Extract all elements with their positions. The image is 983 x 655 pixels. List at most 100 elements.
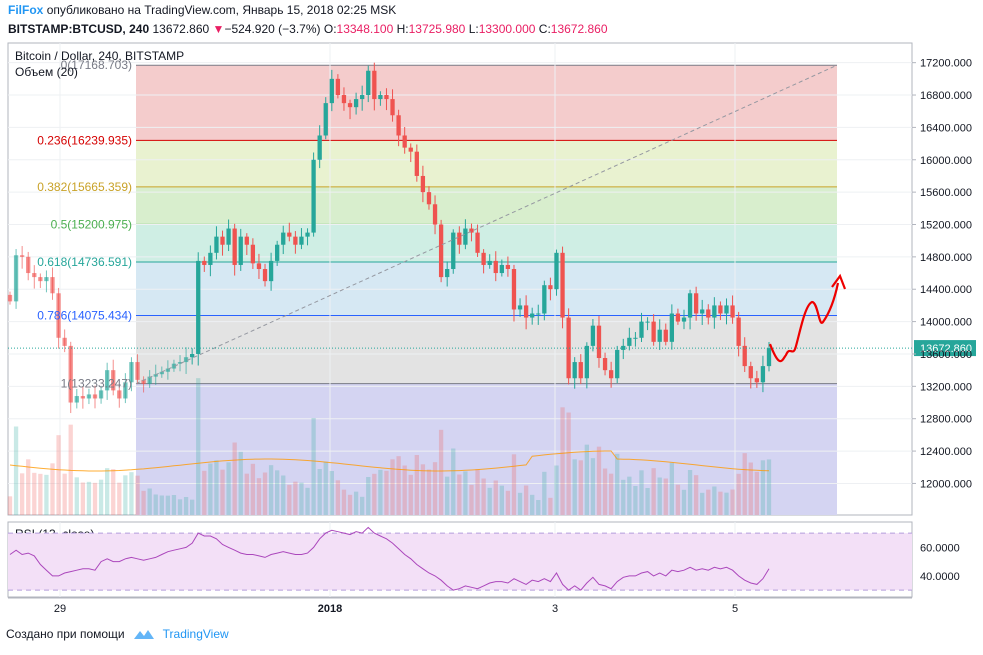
price-chart[interactable]: 0(17168.703) 0.236(16239.935) 0.382(15665.… [0,40,983,620]
x-tick-label: 29 [54,603,66,615]
fib-zone [136,140,837,187]
volume-bar [141,490,146,515]
last-price: 13672.860 [152,22,210,36]
candle-body [38,277,43,282]
volume-bar [687,470,693,515]
candle-body [26,256,31,274]
candle-body [523,305,529,318]
candle-body [117,390,122,399]
volume-bar [335,480,341,515]
volume-bar [183,497,189,515]
volume-bar [402,465,407,515]
candle-body [633,337,638,339]
candle-body [463,228,468,245]
volume-bar [32,472,37,515]
volume-bar [693,475,699,515]
candle-body [596,325,602,359]
candle-body [693,293,699,314]
candle-body [123,382,128,399]
volume-bar [262,472,268,515]
candle-body [353,99,359,108]
volume-ma-line [9,450,770,472]
volume-bar [98,479,104,515]
candle-body [244,236,249,245]
candle-body [402,135,407,148]
volume-bar [602,468,608,515]
candle-body [408,147,413,152]
forecast-arrow-icon [831,273,847,290]
y-tick-label: 16400.000 [920,122,972,134]
candle-body [760,366,766,383]
candle-body [98,390,104,399]
candle-body [208,252,213,265]
candle-body [736,317,741,346]
tradingview-link[interactable]: TradingView [162,627,229,641]
last-price-badge-text: 13672.860 [920,343,972,355]
candle-body [268,260,274,282]
candle-body [457,232,462,245]
volume-bar [712,486,717,515]
candle-body [183,357,189,363]
volume-bar [135,475,140,515]
y-tick-label: 16000.000 [920,155,972,167]
volume-bar [517,492,523,515]
volume-bar [86,481,92,515]
candle-body [469,228,474,233]
footer: Создано при помощи TradingView [6,627,229,641]
volume-bar [572,459,577,515]
candle-body [493,260,498,274]
volume-bar [366,477,371,515]
fib-label: 0(17168.703) [61,58,132,72]
volume-bar [396,456,401,515]
high-value: 13725.980 [408,22,466,36]
volume-bar [645,488,650,515]
y-tick-label: 14400.000 [920,284,972,296]
candle-body [615,349,620,379]
candle-body [335,78,341,96]
candle-body [730,305,735,318]
volume-bar [615,453,620,515]
candle-body [499,264,504,274]
candle-body [712,305,717,318]
volume-bar [420,464,426,515]
author-name[interactable]: FilFox [8,3,44,17]
candle-body [451,232,456,270]
y-tick-label: 14800.000 [920,252,972,264]
candle-body [135,362,140,380]
volume-bar [250,463,256,515]
volume-bar [256,478,262,515]
volume-bar [530,494,535,515]
volume-bar [724,492,729,515]
volume-bar [463,471,468,515]
candle-body [74,396,79,403]
candle-body [159,371,164,375]
candle-body [305,232,310,237]
candle-body [250,244,256,264]
low-label: L: [468,22,479,36]
candle-body [92,394,98,399]
volume-bar [681,489,687,515]
volume-bar [287,484,292,515]
volume-bar [111,469,116,515]
fib-label: 0.786(14075.434) [37,308,132,322]
candle-body [220,236,225,245]
candle-body [147,376,152,384]
candle-body [627,337,632,346]
candle-body [566,317,571,379]
volume-bar [384,470,389,515]
created-with: Создано при помощи [6,627,125,641]
x-tick-label: 3 [552,603,558,615]
rsi-tick-label: 40.0000 [920,571,960,583]
volume-bar [123,475,128,515]
volume-bar [706,489,711,515]
volume-bar [244,473,249,515]
volume-bar [329,471,334,515]
volume-bar [7,496,13,515]
candle-body [414,151,419,176]
candle-body [214,236,219,253]
candle-body [481,252,486,265]
volume-bar [432,462,438,515]
rsi-band [8,533,912,591]
candle-body [262,269,268,282]
volume-bar [426,469,432,515]
